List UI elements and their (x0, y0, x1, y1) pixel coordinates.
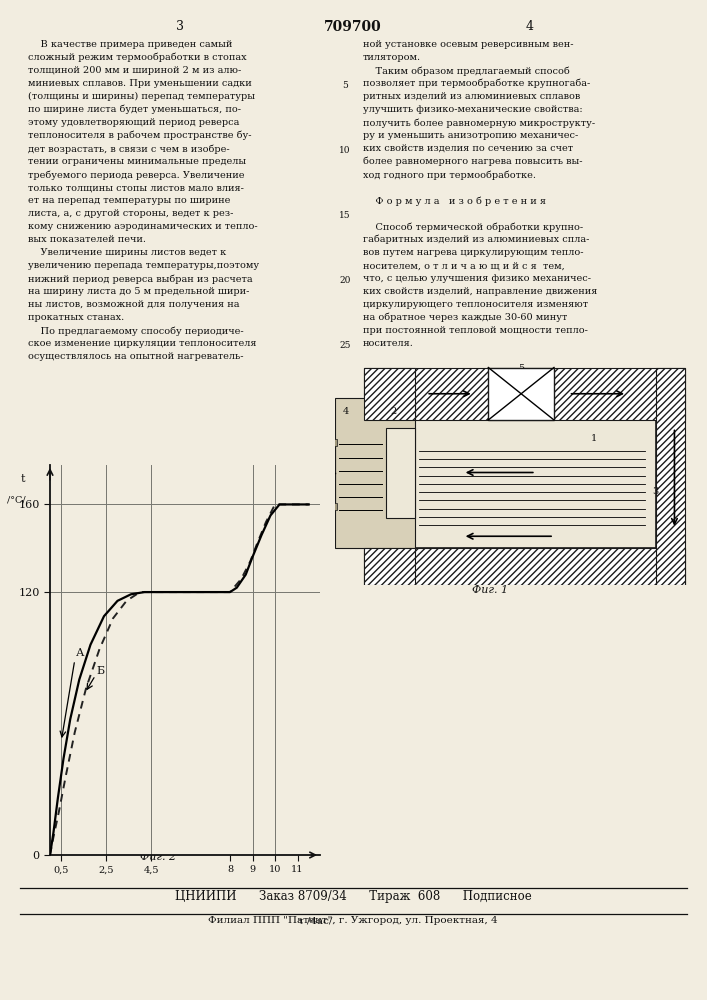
Bar (302, 439, 311, 446)
Text: ких свойств изделия по сечению за счет: ких свойств изделия по сечению за счет (363, 144, 573, 153)
Text: увеличению перепада температуры,поэтому: увеличению перепада температуры,поэтому (28, 261, 259, 270)
Bar (386, 428, 415, 518)
Text: Таким образом предлагаемый способ: Таким образом предлагаемый способ (363, 66, 570, 76)
Text: 10: 10 (339, 146, 351, 155)
Text: Б: Б (96, 666, 104, 676)
Text: этому удовлетворяющий период реверса: этому удовлетворяющий период реверса (28, 118, 240, 127)
Text: нижний период реверса выбран из расчета: нижний период реверса выбран из расчета (28, 274, 252, 284)
Text: толщиной 200 мм и шириной 2 м из алю-: толщиной 200 мм и шириной 2 м из алю- (28, 66, 241, 75)
Text: требуемого периода реверса. Увеличение: требуемого периода реверса. Увеличение (28, 170, 245, 180)
Text: Фиг. 1: Фиг. 1 (472, 585, 508, 595)
Bar (276, 502, 286, 510)
Text: А: А (76, 648, 84, 658)
Bar (328, 502, 337, 510)
Text: осуществлялось на опытной нагреватель-: осуществлялось на опытной нагреватель- (28, 352, 243, 361)
Bar (335, 397, 415, 548)
Text: (толщины и ширины) перепад температуры: (толщины и ширины) перепад температуры (28, 92, 255, 101)
Text: на ширину листа до 5 м предельной шири-: на ширину листа до 5 м предельной шири- (28, 287, 250, 296)
Text: носителя.: носителя. (363, 339, 414, 348)
Text: циркулирующего теплоносителя изменяют: циркулирующего теплоносителя изменяют (363, 300, 588, 309)
Bar (489, 367, 554, 420)
Text: 3: 3 (653, 487, 659, 496)
Text: габаритных изделий из алюминиевых спла-: габаритных изделий из алюминиевых спла- (363, 235, 590, 244)
Bar (656, 367, 685, 585)
Text: прокатных станах.: прокатных станах. (28, 313, 124, 322)
Text: улучшить физико-механические свойства:: улучшить физико-механические свойства: (363, 105, 583, 114)
Text: 25: 25 (339, 341, 351, 350)
Text: ритных изделий из алюминиевых сплавов: ритных изделий из алюминиевых сплавов (363, 92, 580, 101)
Bar (276, 439, 286, 446)
Text: По предлагаемому способу периодиче-: По предлагаемому способу периодиче- (28, 326, 244, 336)
Text: только толщины стопы листов мало влия-: только толщины стопы листов мало влия- (28, 183, 244, 192)
Text: /°С/: /°С/ (7, 496, 25, 505)
Text: ких свойств изделий, направление движения: ких свойств изделий, направление движени… (363, 287, 597, 296)
Text: теплоносителя в рабочем пространстве бу-: теплоносителя в рабочем пространстве бу- (28, 131, 252, 140)
Bar (302, 502, 311, 510)
Text: t: t (21, 474, 25, 484)
Bar (269, 442, 335, 502)
Text: ЦНИИПИ      Заказ 8709/34      Тираж  608      Подписное: ЦНИИПИ Заказ 8709/34 Тираж 608 Подписное (175, 890, 532, 903)
Text: 5: 5 (342, 81, 348, 90)
Bar (364, 367, 685, 420)
Text: 5: 5 (518, 364, 524, 373)
Text: ет на перепад температуры по ширине: ет на перепад температуры по ширине (28, 196, 230, 205)
Text: 20: 20 (339, 276, 351, 285)
Text: Фиг. 2: Фиг. 2 (140, 852, 176, 862)
Text: кому снижению аэродинамических и тепло-: кому снижению аэродинамических и тепло- (28, 222, 257, 231)
Text: В качестве примера приведен самый: В качестве примера приведен самый (28, 40, 233, 49)
Text: 4: 4 (526, 20, 534, 33)
Text: тении ограничены минимальные пределы: тении ограничены минимальные пределы (28, 157, 246, 166)
Bar (289, 439, 298, 446)
Text: Увеличение ширины листов ведет к: Увеличение ширины листов ведет к (28, 248, 226, 257)
Text: ной установке осевым реверсивным вен-: ной установке осевым реверсивным вен- (363, 40, 573, 49)
Text: сложный режим термообработки в стопах: сложный режим термообработки в стопах (28, 53, 247, 62)
Text: тилятором.: тилятором. (363, 53, 421, 62)
Text: листа, а, с другой стороны, ведет к рез-: листа, а, с другой стороны, ведет к рез- (28, 209, 233, 218)
Text: 4: 4 (343, 407, 349, 416)
Text: позволяет при термообработке крупногаба-: позволяет при термообработке крупногаба- (363, 79, 590, 89)
Bar (364, 548, 415, 585)
Text: 709700: 709700 (324, 20, 382, 34)
Text: миниевых сплавов. При уменьшении садки: миниевых сплавов. При уменьшении садки (28, 79, 252, 88)
Text: ход годного при термообработке.: ход годного при термообработке. (363, 170, 536, 180)
Text: 2: 2 (390, 407, 397, 416)
Text: 3: 3 (176, 20, 184, 33)
Text: Филиал ППП "Патент", г. Ужгород, ул. Проектная, 4: Филиал ППП "Патент", г. Ужгород, ул. Про… (208, 916, 498, 925)
Bar (364, 367, 415, 420)
Bar (580, 585, 602, 607)
Bar (315, 439, 324, 446)
Text: ру и уменьшить анизотропию механичес-: ру и уменьшить анизотропию механичес- (363, 131, 578, 140)
Bar (506, 585, 528, 607)
Bar (289, 502, 298, 510)
Bar (433, 585, 455, 607)
Bar (415, 420, 656, 548)
Text: что, с целью улучшения физико механичес-: что, с целью улучшения физико механичес- (363, 274, 591, 283)
Text: ны листов, возможной для получения на: ны листов, возможной для получения на (28, 300, 240, 309)
Text: ское изменение циркуляции теплоносителя: ское изменение циркуляции теплоносителя (28, 339, 257, 348)
Text: дет возрастать, в связи с чем в изобре-: дет возрастать, в связи с чем в изобре- (28, 144, 230, 153)
Text: при постоянной тепловой мощности тепло-: при постоянной тепловой мощности тепло- (363, 326, 588, 335)
Text: по ширине листа будет уменьшаться, по-: по ширине листа будет уменьшаться, по- (28, 105, 241, 114)
Text: τ /4ас/: τ /4ас/ (298, 916, 333, 925)
Text: Способ термической обработки крупно-: Способ термической обработки крупно- (363, 222, 583, 232)
Text: более равномерного нагрева повысить вы-: более равномерного нагрева повысить вы- (363, 157, 583, 166)
Text: носителем, о т л и ч а ю щ и й с я  тем,: носителем, о т л и ч а ю щ и й с я тем, (363, 261, 565, 270)
Text: вых показателей печи.: вых показателей печи. (28, 235, 146, 244)
Text: 15: 15 (339, 211, 351, 220)
Bar (315, 502, 324, 510)
Text: вов путем нагрева циркулирующим тепло-: вов путем нагрева циркулирующим тепло- (363, 248, 583, 257)
Bar (364, 548, 685, 585)
Text: на обратное через каждые 30-60 минут: на обратное через каждые 30-60 минут (363, 313, 568, 322)
Bar (328, 439, 337, 446)
Text: получить более равномерную микрострукту-: получить более равномерную микрострукту- (363, 118, 595, 127)
Text: Ф о р м у л а   и з о б р е т е н и я: Ф о р м у л а и з о б р е т е н и я (363, 196, 546, 206)
Text: 1: 1 (590, 434, 597, 443)
